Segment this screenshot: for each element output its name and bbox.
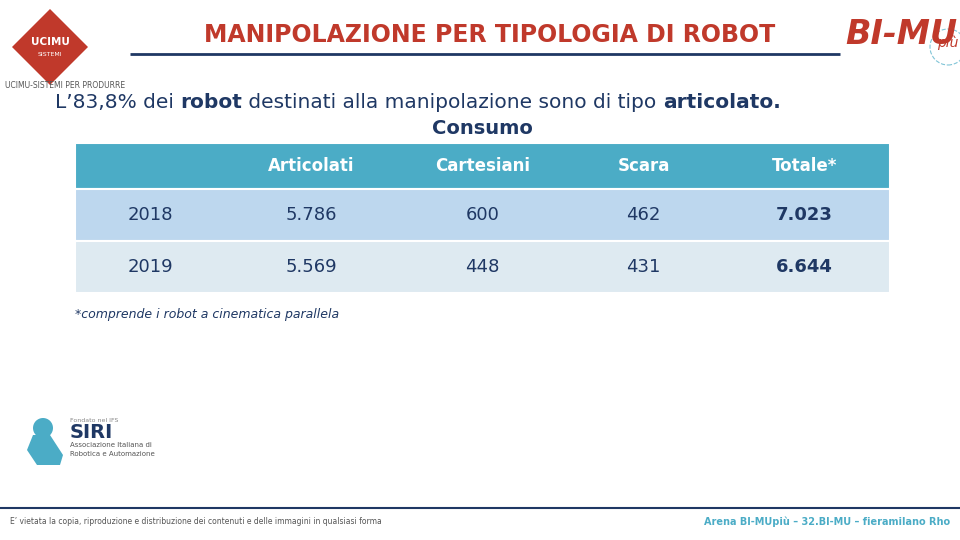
Polygon shape xyxy=(27,435,63,465)
Text: articolato.: articolato. xyxy=(662,92,780,111)
Text: E’ vietata la copia, riproduzione e distribuzione dei contenuti e delle immagini: E’ vietata la copia, riproduzione e dist… xyxy=(10,517,382,526)
Text: *comprende i robot a cinematica parallela: *comprende i robot a cinematica parallel… xyxy=(75,308,339,321)
Text: L’83,8% dei: L’83,8% dei xyxy=(55,92,180,111)
Text: 2018: 2018 xyxy=(128,206,173,224)
Text: UCIMU-SISTEMI PER PRODURRE: UCIMU-SISTEMI PER PRODURRE xyxy=(5,80,125,90)
Text: destinati alla manipolazione sono di tipo: destinati alla manipolazione sono di tip… xyxy=(242,92,662,111)
Text: 431: 431 xyxy=(626,258,660,276)
Bar xyxy=(75,143,890,189)
Text: 5.786: 5.786 xyxy=(286,206,337,224)
Text: SISTEMI: SISTEMI xyxy=(37,52,62,57)
Text: 6.644: 6.644 xyxy=(776,258,833,276)
Text: MANIPOLAZIONE PER TIPOLOGIA DI ROBOT: MANIPOLAZIONE PER TIPOLOGIA DI ROBOT xyxy=(204,23,776,47)
Polygon shape xyxy=(12,9,88,85)
Bar xyxy=(75,241,890,293)
Text: BI-MU: BI-MU xyxy=(845,18,957,51)
Text: Robotica e Automazione: Robotica e Automazione xyxy=(70,451,155,457)
Text: Associazione Italiana di: Associazione Italiana di xyxy=(70,442,152,448)
Text: Articolati: Articolati xyxy=(268,157,354,175)
Text: Fondato nel IFS: Fondato nel IFS xyxy=(70,417,118,422)
Circle shape xyxy=(33,418,53,438)
Text: Cartesiani: Cartesiani xyxy=(435,157,530,175)
Text: 7.023: 7.023 xyxy=(776,206,833,224)
Text: robot: robot xyxy=(180,92,242,111)
Text: UCIMU: UCIMU xyxy=(31,37,69,47)
Text: 600: 600 xyxy=(466,206,499,224)
Text: Arena BI-MUpiù – 32.BI-MU – fieramilano Rho: Arena BI-MUpiù – 32.BI-MU – fieramilano … xyxy=(704,517,950,527)
Bar xyxy=(75,189,890,241)
Text: 2019: 2019 xyxy=(128,258,173,276)
Text: 448: 448 xyxy=(466,258,500,276)
Text: Totale*: Totale* xyxy=(772,157,837,175)
Text: Consumo: Consumo xyxy=(432,118,533,138)
Text: 462: 462 xyxy=(626,206,660,224)
Text: Scara: Scara xyxy=(617,157,670,175)
Text: 5.569: 5.569 xyxy=(285,258,337,276)
Text: SIRI: SIRI xyxy=(70,422,113,442)
Text: più: più xyxy=(937,36,958,50)
